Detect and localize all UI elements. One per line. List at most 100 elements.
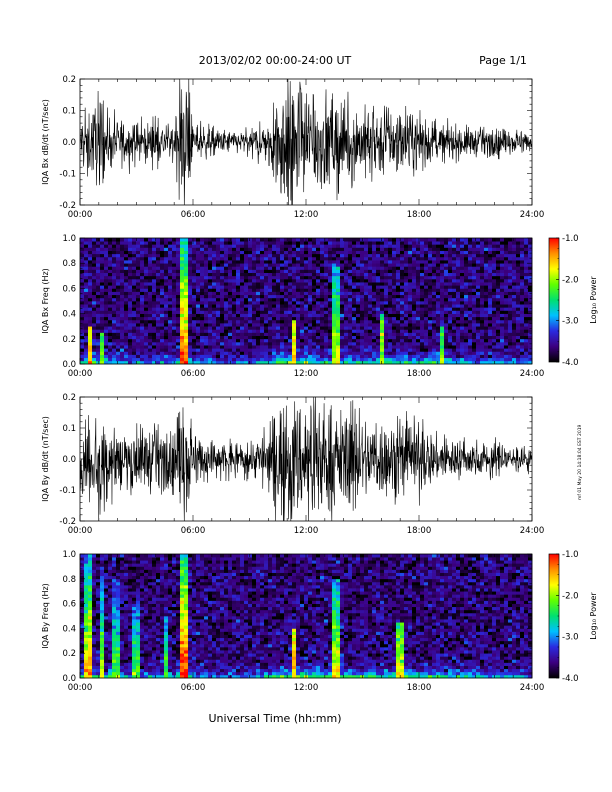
spectrogram-cell	[436, 250, 441, 255]
spectrogram-cell	[312, 288, 317, 292]
spectrogram-cell	[492, 247, 497, 251]
spectrogram-cell	[140, 326, 145, 330]
spectrogram-cell	[248, 310, 253, 314]
spectrogram-cell	[108, 345, 113, 349]
spectrogram-cell	[292, 278, 297, 283]
spectrogram-cell	[508, 256, 513, 261]
spectrogram-cell	[280, 323, 285, 327]
spectrogram-cell	[344, 269, 349, 273]
spectrogram-cell	[364, 272, 369, 277]
spectrogram-cell	[444, 345, 449, 349]
spectrogram-cell	[160, 253, 165, 258]
spectrogram-cell	[384, 294, 389, 299]
spectrogram-cell	[348, 263, 353, 267]
spectrogram-cell	[384, 338, 389, 343]
spectrogram-cell	[96, 319, 101, 324]
spectrogram-cell	[256, 256, 261, 261]
spectrogram-cell	[376, 241, 381, 245]
chart-title: 2013/02/02 00:00-24:00 UT	[199, 54, 352, 67]
spectrogram-cell	[364, 288, 369, 292]
spectrogram-cell	[308, 269, 313, 273]
spectrogram-cell	[184, 354, 189, 359]
spectrogram-cell	[472, 263, 477, 267]
spectrogram-cell	[484, 338, 489, 343]
spectrogram-cell	[396, 341, 401, 346]
spectrogram-cell	[244, 310, 249, 314]
spectrogram-cell	[164, 266, 169, 270]
spectrogram-cell	[92, 307, 97, 311]
spectrogram-cell	[432, 253, 437, 258]
spectrogram-cell	[472, 301, 477, 305]
spectrogram-cell	[516, 345, 521, 349]
spectrogram-cell	[188, 338, 193, 343]
spectrogram-cell	[264, 272, 269, 277]
spectrogram-cell	[332, 285, 337, 289]
spectrogram-cell	[508, 316, 513, 321]
x-tick-label: 24:00	[520, 210, 545, 220]
spectrogram-cell	[108, 256, 113, 261]
spectrogram-cell	[372, 266, 377, 270]
spectrogram-cell	[376, 263, 381, 267]
spectrogram-cell	[368, 357, 373, 362]
spectrogram-cell	[300, 348, 305, 352]
spectrogram-cell	[80, 348, 85, 352]
spectrogram-cell	[200, 310, 205, 314]
spectrogram-cell	[512, 288, 517, 292]
spectrogram-cell	[80, 357, 85, 362]
spectrogram-cell	[508, 297, 513, 302]
spectrogram-cell	[96, 351, 101, 355]
spectrogram-cell	[520, 294, 525, 299]
spectrogram-cell	[216, 301, 221, 305]
spectrogram-cell	[92, 643, 97, 648]
spectrogram-cell	[512, 326, 517, 330]
spectrogram-cell	[296, 348, 301, 352]
spectrogram-cell	[500, 319, 505, 324]
spectrogram-cell	[436, 360, 441, 365]
spectrogram-cell	[156, 256, 161, 261]
spectrogram-cell	[136, 341, 141, 346]
spectrogram-cell	[260, 354, 265, 359]
spectrogram-cell	[92, 282, 97, 286]
spectrogram-cell	[120, 256, 125, 261]
spectrogram-cell	[84, 310, 89, 314]
spectrogram-cell	[264, 345, 269, 349]
spectrogram-cell	[400, 244, 405, 248]
spectrogram-cell	[172, 256, 177, 261]
spectrogram-cell	[444, 241, 449, 245]
spectrogram-cell	[412, 250, 417, 255]
spectrogram-cell	[304, 263, 309, 267]
spectrogram-cell	[112, 360, 117, 365]
spectrogram-cell	[324, 307, 329, 311]
spectrogram-cell	[452, 351, 457, 355]
spectrogram-cell	[128, 263, 133, 267]
spectrogram-cell	[312, 341, 317, 346]
spectrogram-cell	[388, 351, 393, 355]
spectrogram-cell	[392, 247, 397, 251]
spectrogram-cell	[524, 351, 529, 355]
spectrogram-cell	[312, 304, 317, 308]
spectrogram-cell	[108, 272, 113, 277]
spectrogram-cell	[228, 247, 233, 251]
spectrogram-cell	[524, 332, 529, 336]
spectrogram-cell	[508, 301, 513, 305]
spectrogram-cell	[528, 335, 533, 340]
spectrogram-cell	[80, 275, 85, 280]
spectrogram-cell	[196, 269, 201, 273]
spectrogram-cell	[240, 278, 245, 283]
spectrogram-cell	[512, 250, 517, 255]
spectrogram-cell	[196, 357, 201, 362]
spectrogram-cell	[268, 301, 273, 305]
spectrogram-cell	[312, 282, 317, 286]
spectrogram-cell	[228, 329, 233, 333]
spectrogram-cell	[172, 297, 177, 302]
spectrogram-cell	[332, 282, 337, 286]
spectrogram-cell	[356, 269, 361, 273]
spectrogram-cell	[88, 668, 93, 673]
spectrogram-cell	[316, 313, 321, 318]
spectrogram-cell	[156, 341, 161, 346]
spectrogram-cell	[172, 291, 177, 296]
spectrogram-cell	[256, 313, 261, 318]
spectrogram-cell	[220, 348, 225, 352]
spectrogram-cell	[376, 250, 381, 255]
spectrogram-cell	[332, 341, 337, 346]
